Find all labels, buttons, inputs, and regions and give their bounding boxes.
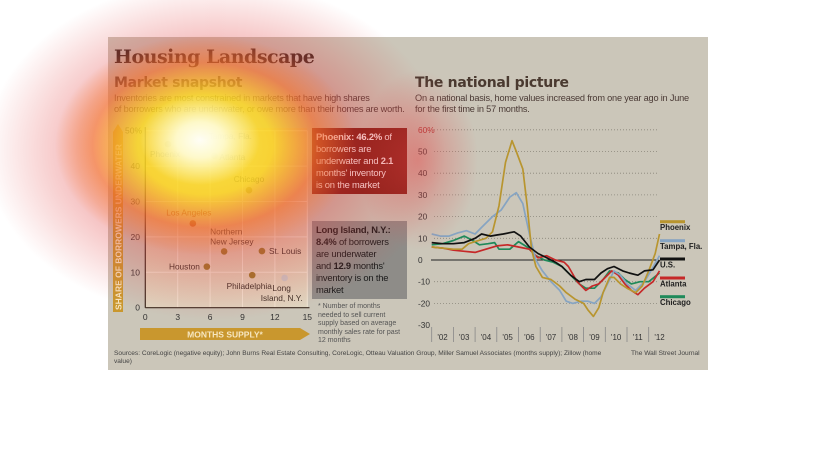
line-ytick: 20 — [418, 212, 428, 222]
line-ytick: -30 — [418, 320, 430, 330]
legend-label: Atlanta — [660, 280, 687, 289]
line-xtick: '05 — [502, 333, 513, 342]
scatter-xtick: 9 — [240, 312, 245, 322]
line-ytick: 0 — [418, 255, 423, 265]
scatter-point — [203, 263, 211, 270]
scatter-point-label: Atlanta — [219, 152, 245, 162]
scatter-point-label: Phoenix — [150, 149, 181, 159]
line-ytick: 50 — [418, 147, 428, 157]
scatter-point — [281, 274, 288, 282]
line-ytick: -10 — [418, 277, 430, 287]
scatter-ytick: 0 — [135, 303, 140, 313]
line-xtick: '02 — [437, 333, 448, 342]
scatter-xtick: 6 — [208, 312, 213, 322]
legend-label: U.S. — [660, 261, 675, 270]
line-ytick: 10 — [418, 233, 428, 243]
scatter-point — [189, 220, 197, 227]
legend-label: Tampa, Fla. — [660, 242, 702, 251]
scatter-point — [248, 271, 256, 279]
scatter-point-label: Long — [272, 283, 291, 293]
line-xtick: '11 — [633, 333, 643, 342]
line-xtick: '09 — [589, 333, 600, 342]
scatter-xtick: 3 — [175, 312, 180, 322]
scatter-point — [200, 132, 207, 140]
line-xtick: '08 — [568, 333, 579, 342]
scatter-ytick: 10 — [131, 267, 141, 277]
scatter-point — [211, 152, 218, 160]
scatter-ytick: 30 — [131, 197, 141, 207]
scatter-point — [220, 248, 228, 255]
scatter-ytick: 40 — [131, 161, 141, 171]
line-xtick: '07 — [546, 333, 557, 342]
scatter-ylabel: SHARE OF BORROWERS UNDERWATER — [114, 144, 124, 310]
scatter-xtick: 15 — [303, 312, 313, 322]
scatter-point-label: New Jersey — [210, 236, 254, 246]
scatter-xtick: 0 — [143, 312, 148, 322]
scatter-point-label: St. Louis — [269, 246, 301, 256]
scatter-xtick: 12 — [270, 312, 280, 322]
scatter-point-label: Island, N.Y. — [261, 293, 303, 303]
scatter-point-label: Houston — [169, 262, 200, 272]
line-ytick: 30 — [418, 190, 428, 200]
scatter-point-label: Chicago — [234, 174, 265, 184]
scatter-point-label: Philadelphia — [227, 281, 273, 291]
scatter-ytick: 20 — [131, 232, 141, 242]
line-ytick: -20 — [418, 298, 430, 308]
line-xtick: '10 — [611, 333, 622, 342]
legend-label: Phoenix — [660, 223, 691, 232]
scatter-point-label: Northern — [210, 226, 243, 236]
line-ytick: 60% — [418, 125, 435, 135]
line-ytick: 40 — [418, 168, 428, 178]
line-xtick: '04 — [481, 333, 492, 342]
scatter-point — [245, 186, 253, 194]
legend-label: Chicago — [660, 298, 691, 307]
line-xtick: '03 — [459, 333, 470, 342]
line-xtick: '12 — [654, 333, 665, 342]
scatter-point-label: Tampa, Fla. — [209, 131, 252, 141]
line-xtick: '06 — [524, 333, 535, 342]
scatter-point — [258, 247, 266, 255]
scatter-point — [164, 140, 172, 148]
line-series-phoenix — [431, 139, 661, 318]
scatter-point-label: Los Angeles — [166, 207, 211, 217]
scatter-xlabel: MONTHS SUPPLY* — [187, 330, 263, 340]
scatter-ytick: 50% — [125, 126, 142, 136]
